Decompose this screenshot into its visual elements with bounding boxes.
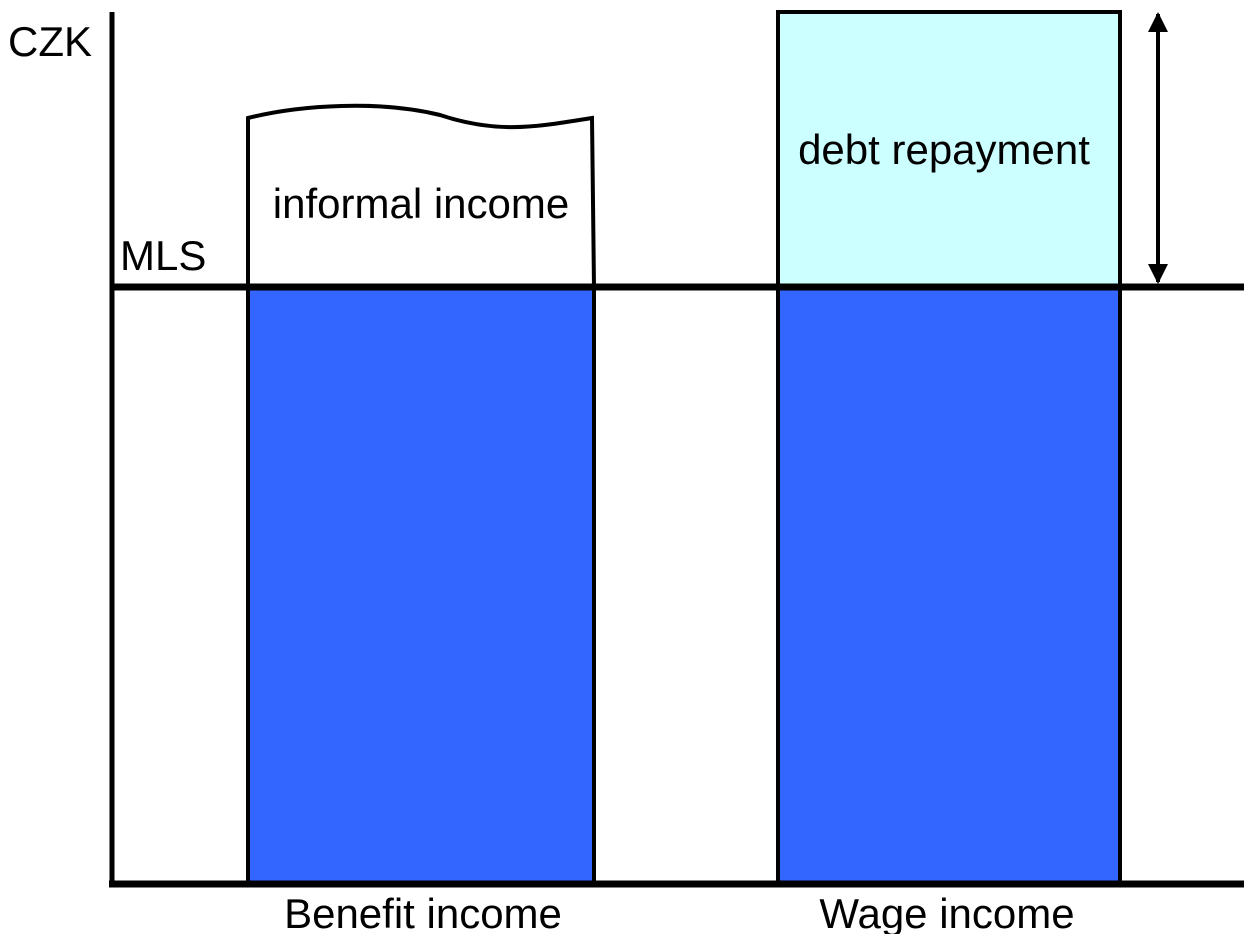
wage-bar (776, 285, 1122, 886)
y-axis-label: CZK (8, 18, 92, 65)
informal-income-box (246, 103, 597, 289)
reference-line-label: MLS (120, 232, 206, 279)
bar-label: Wage income (819, 890, 1074, 934)
segment-label: debt repayment (798, 126, 1090, 173)
debt-repayment-box (776, 10, 1122, 289)
benefit-bar (246, 285, 596, 886)
bar-label: Benefit income (284, 890, 562, 934)
segment-label: informal income (273, 180, 569, 227)
